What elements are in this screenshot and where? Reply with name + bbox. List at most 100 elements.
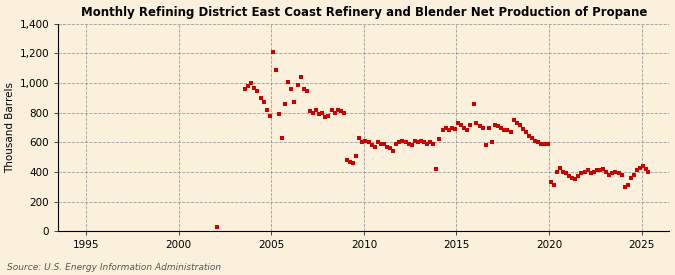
Point <box>524 134 535 139</box>
Point <box>394 140 405 145</box>
Point <box>240 87 250 91</box>
Point <box>434 137 445 142</box>
Point <box>246 81 256 85</box>
Point <box>526 136 537 140</box>
Point <box>483 125 494 130</box>
Point <box>258 100 269 104</box>
Point <box>329 111 340 115</box>
Point <box>283 79 294 84</box>
Point <box>471 121 482 125</box>
Point <box>554 165 565 170</box>
Point <box>308 111 319 115</box>
Point <box>261 108 272 112</box>
Point <box>400 140 411 145</box>
Point <box>289 100 300 104</box>
Point <box>265 114 275 118</box>
Point <box>335 109 346 114</box>
Point <box>375 142 386 146</box>
Point <box>320 115 331 119</box>
Point <box>576 171 587 176</box>
Point <box>542 142 553 146</box>
Point <box>381 145 392 149</box>
Point <box>342 158 352 162</box>
Point <box>397 139 408 143</box>
Text: Source: U.S. Energy Information Administration: Source: U.S. Energy Information Administ… <box>7 263 221 272</box>
Point <box>351 153 362 158</box>
Point <box>255 96 266 100</box>
Point <box>610 170 621 174</box>
Point <box>249 85 260 90</box>
Point <box>548 183 559 188</box>
Point <box>626 176 637 180</box>
Point <box>431 167 442 171</box>
Point <box>481 143 491 147</box>
Point <box>493 124 504 128</box>
Point <box>418 140 429 145</box>
Point <box>607 171 618 176</box>
Point <box>446 125 457 130</box>
Point <box>440 125 451 130</box>
Point <box>302 88 313 93</box>
Point <box>406 143 417 147</box>
Point <box>616 173 627 177</box>
Point <box>354 136 364 140</box>
Point <box>345 160 356 164</box>
Point <box>323 114 333 118</box>
Point <box>533 140 544 145</box>
Point <box>591 168 602 173</box>
Point <box>452 121 463 125</box>
Point <box>634 165 645 170</box>
Point <box>212 224 223 229</box>
Point <box>502 128 513 133</box>
Point <box>379 142 389 146</box>
Point <box>561 171 572 176</box>
Point <box>286 87 297 91</box>
Point <box>332 108 343 112</box>
Point <box>292 82 303 87</box>
Point <box>604 173 615 177</box>
Point <box>387 149 398 153</box>
Point <box>613 171 624 176</box>
Point <box>589 170 599 174</box>
Point <box>475 124 485 128</box>
Point <box>277 136 288 140</box>
Point <box>338 111 349 115</box>
Point <box>357 140 368 145</box>
Point <box>468 102 479 106</box>
Point <box>508 118 519 122</box>
Point <box>280 102 291 106</box>
Point <box>363 140 374 145</box>
Point <box>551 170 562 174</box>
Point <box>570 177 580 182</box>
Point <box>545 180 556 185</box>
Point <box>514 122 525 127</box>
Point <box>443 128 454 133</box>
Point <box>273 112 284 116</box>
Point <box>295 75 306 79</box>
Point <box>487 140 497 145</box>
Point <box>465 122 476 127</box>
Point <box>462 128 472 133</box>
Point <box>539 142 550 146</box>
Point <box>428 142 439 146</box>
Point <box>310 108 321 112</box>
Title: Monthly Refining District East Coast Refinery and Blender Net Production of Prop: Monthly Refining District East Coast Ref… <box>81 6 647 18</box>
Y-axis label: Thousand Barrels: Thousand Barrels <box>5 82 16 173</box>
Point <box>437 128 448 133</box>
Point <box>425 140 435 145</box>
Point <box>404 142 414 146</box>
Point <box>595 168 605 173</box>
Point <box>643 170 653 174</box>
Point <box>348 161 358 165</box>
Point <box>622 183 633 188</box>
Point <box>536 142 547 146</box>
Point <box>601 170 612 174</box>
Point <box>385 146 396 150</box>
Point <box>567 176 578 180</box>
Point <box>518 127 529 131</box>
Point <box>304 109 315 114</box>
Point <box>558 170 568 174</box>
Point <box>628 173 639 177</box>
Point <box>499 128 510 133</box>
Point <box>252 88 263 93</box>
